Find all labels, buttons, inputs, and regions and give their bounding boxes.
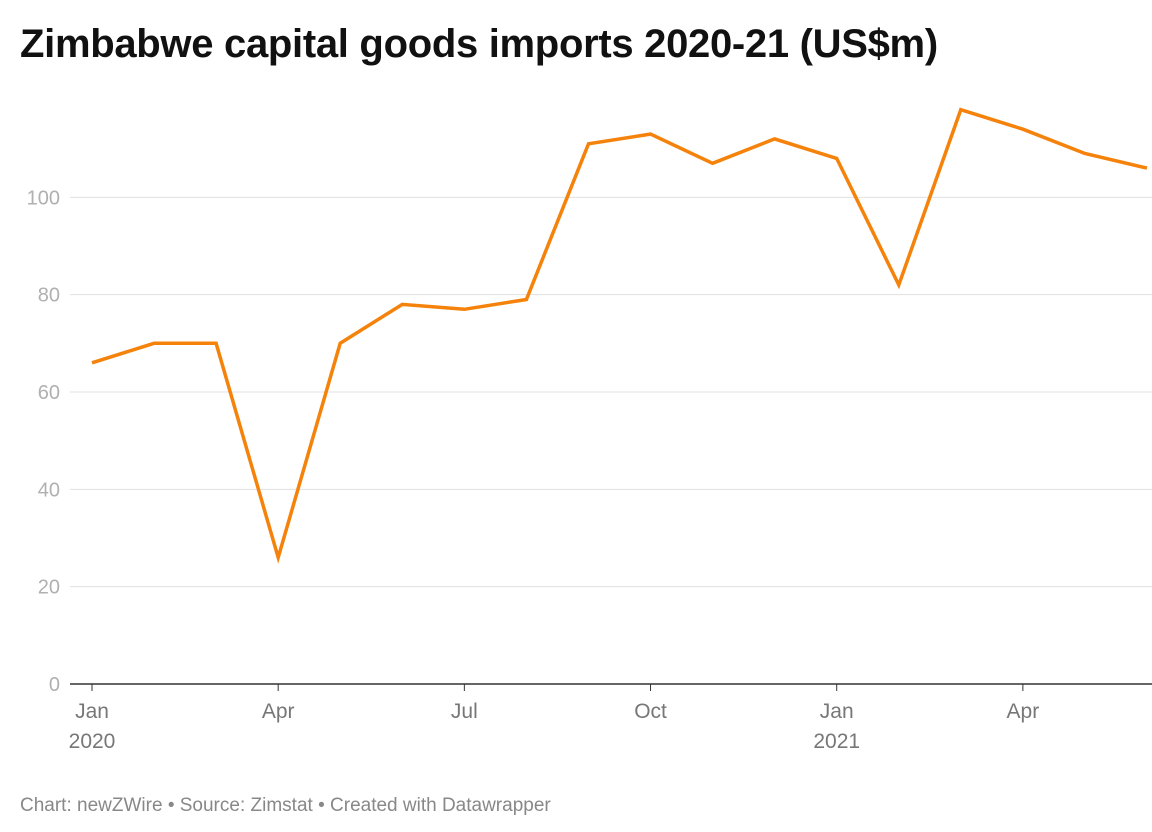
- y-tick-label: 100: [27, 187, 60, 209]
- x-tick-label: Jul: [451, 700, 478, 723]
- x-tick-label: Jan: [820, 700, 854, 723]
- series-line: [91, 107, 1148, 564]
- footer-tool: Created with Datawrapper: [330, 795, 551, 816]
- line-chart: 0 20 40 60 80 100 Jan 2020 Apr Jul Oct Jan 2021 Apr: [27, 107, 1152, 753]
- grid-lines: [70, 196, 1152, 685]
- x-tick-label: Apr: [1007, 700, 1040, 723]
- x-tick-label: Oct: [634, 700, 667, 723]
- footer-credit: Chart: newZWire: [20, 795, 163, 816]
- x-axis-ticks: Jan 2020 Apr Jul Oct Jan 2021 Apr: [69, 684, 1040, 753]
- footer-source: Source: Zimstat: [179, 795, 313, 816]
- x-tick-label: Apr: [262, 700, 295, 723]
- footer-separator: •: [167, 795, 175, 816]
- y-tick-label: 0: [49, 674, 60, 696]
- footer-separator: •: [318, 795, 325, 816]
- y-tick-label: 40: [38, 479, 60, 501]
- series-layer: [91, 107, 1148, 564]
- x-tick-label: Jan: [75, 700, 109, 723]
- x-tick-year-label: 2021: [813, 730, 860, 753]
- chart-footer: Chart: newZWire • Source: Zimstat • Crea…: [20, 795, 551, 817]
- y-tick-label: 60: [38, 382, 60, 404]
- y-tick-label: 20: [38, 577, 60, 599]
- y-tick-label: 80: [38, 285, 60, 307]
- chart-title: Zimbabwe capital goods imports 2020-21 (…: [20, 22, 938, 66]
- y-axis-ticks: 0 20 40 60 80 100: [27, 187, 60, 696]
- x-tick-year-label: 2020: [69, 730, 116, 753]
